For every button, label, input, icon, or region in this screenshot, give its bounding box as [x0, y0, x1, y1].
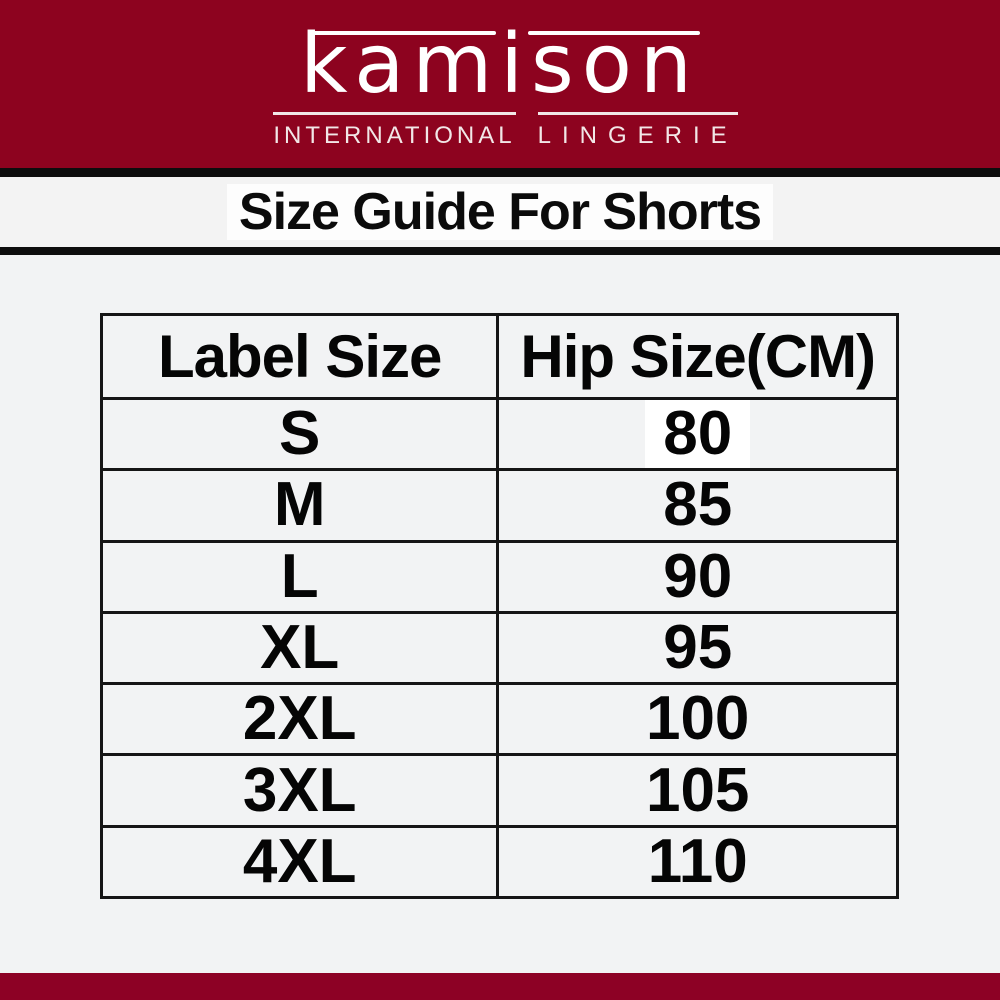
column-header-label-size: Label Size — [99, 313, 500, 400]
divider-bar-top — [0, 168, 1000, 177]
hip-size-cell: 90 — [496, 539, 899, 614]
hip-size-value: 85 — [663, 470, 733, 540]
divider-bar-bottom — [0, 247, 1000, 255]
label-size-cell: XL — [99, 610, 500, 686]
wordmark-line-right — [527, 31, 700, 35]
tagline-lingerie: LINGERIE — [537, 112, 738, 148]
brand-logo: kamison INTERNATIONAL LINGERIE — [273, 24, 738, 148]
hip-size-value: 95 — [663, 612, 733, 682]
wordmark-line-left — [312, 31, 496, 35]
hip-size-cell: 85 — [496, 468, 899, 543]
table-row: L 90 — [99, 539, 899, 614]
column-header-hip-size: Hip Size(CM) — [496, 313, 899, 400]
hip-size-cell: 80 — [496, 396, 899, 472]
brand-banner: kamison INTERNATIONAL LINGERIE — [0, 0, 1000, 168]
label-size-cell: 2XL — [99, 682, 500, 757]
brand-wordmark: kamison — [300, 17, 700, 112]
hip-size-value: 110 — [647, 826, 748, 896]
hip-size-cell: 95 — [496, 610, 899, 686]
footer-strip — [0, 973, 1000, 1000]
label-size-cell: 4XL — [99, 824, 500, 900]
hip-size-value: 90 — [663, 541, 733, 611]
tagline-international: INTERNATIONAL — [273, 112, 516, 148]
label-size-cell: S — [99, 396, 500, 472]
brand-tagline: INTERNATIONAL LINGERIE — [273, 112, 738, 148]
hip-size-cell: 110 — [496, 824, 899, 900]
brand-wordmark-wrap: kamison — [300, 24, 700, 106]
size-guide-body: Label Size Hip Size(CM) S 80 M 85 L 90 XL 95 2XL… — [0, 255, 1000, 973]
page-title: Size Guide For Shorts — [226, 183, 774, 241]
table-row: 2XL 100 — [99, 682, 899, 757]
title-band: Size Guide For Shorts — [0, 177, 1000, 247]
table-header-row: Label Size Hip Size(CM) — [99, 313, 899, 400]
label-size-cell: M — [99, 468, 500, 543]
size-table: Label Size Hip Size(CM) S 80 M 85 L 90 XL 95 2XL… — [99, 313, 899, 900]
table-row: 4XL 110 — [99, 824, 899, 900]
label-size-cell: L — [99, 539, 500, 614]
table-row: XL 95 — [99, 610, 899, 686]
size-table-rows: S 80 M 85 L 90 XL 95 2XL 100 3XL 105 4XL 110 — [99, 396, 899, 900]
label-size-cell: 3XL — [99, 753, 500, 828]
table-row: M 85 — [99, 468, 899, 543]
hip-size-cell: 105 — [496, 753, 899, 828]
hip-size-value: 80 — [645, 401, 751, 467]
table-row: 3XL 105 — [99, 753, 899, 828]
hip-size-cell: 100 — [496, 682, 899, 757]
hip-size-value: 100 — [645, 684, 750, 754]
hip-size-value: 105 — [645, 755, 750, 825]
table-row: S 80 — [99, 396, 899, 472]
